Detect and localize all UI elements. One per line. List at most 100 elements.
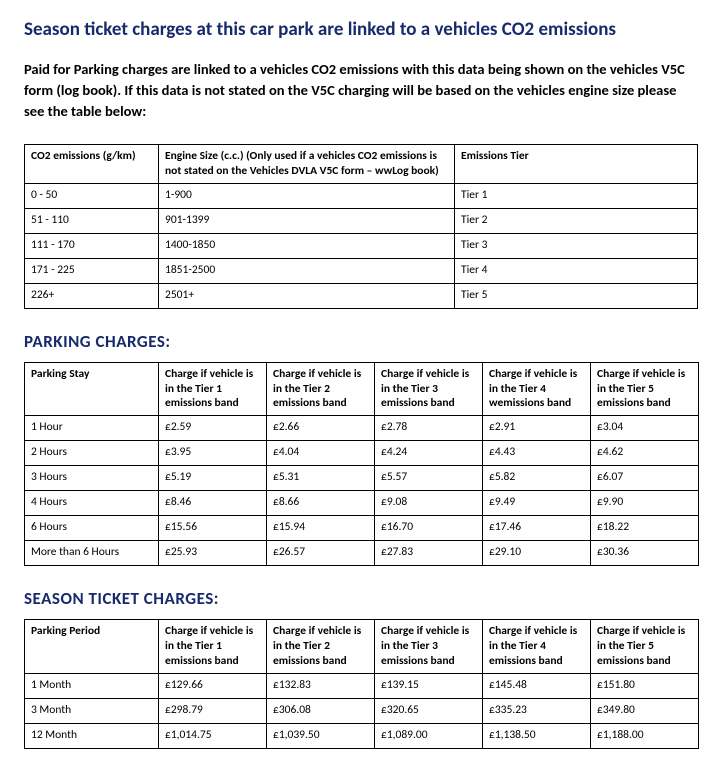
table-row: 226+2501+Tier 5 bbox=[25, 283, 698, 308]
table-cell: £8.66 bbox=[267, 491, 375, 516]
col-engine-size: Engine Size (c.c.) (Only used if a vehic… bbox=[159, 144, 455, 183]
table-cell: £139.15 bbox=[375, 674, 483, 699]
table-cell: 1 Month bbox=[25, 674, 159, 699]
intro-paragraph: Paid for Parking charges are linked to a… bbox=[24, 59, 698, 122]
table-row: 3 Month£298.79£306.08£320.65£335.23£349.… bbox=[25, 699, 699, 724]
table-cell: £1,089.00 bbox=[375, 724, 483, 749]
table-cell: Tier 4 bbox=[455, 258, 698, 283]
col-tier4: Charge if vehicle is in the Tier 4 emiss… bbox=[483, 620, 591, 674]
table-cell: 3 Hours bbox=[25, 466, 159, 491]
table-row: 3 Hours£5.19£5.31£5.57£5.82£6.07 bbox=[25, 466, 699, 491]
table-cell: More than 6 Hours bbox=[25, 541, 159, 566]
table-cell: 2501+ bbox=[159, 283, 455, 308]
table-cell: £129.66 bbox=[159, 674, 267, 699]
col-tier3: Charge if vehicle is in the Tier 3 emiss… bbox=[375, 362, 483, 416]
table-cell: £3.95 bbox=[159, 441, 267, 466]
table-cell: £2.91 bbox=[483, 416, 591, 441]
table-cell: £9.08 bbox=[375, 491, 483, 516]
table-cell: £2.59 bbox=[159, 416, 267, 441]
col-parking-stay: Parking Stay bbox=[25, 362, 159, 416]
table-cell: £1,039.50 bbox=[267, 724, 375, 749]
table-cell: 2 Hours bbox=[25, 441, 159, 466]
table-cell: £18.22 bbox=[591, 516, 699, 541]
col-tier1: Charge if vehicle is in the Tier 1 emiss… bbox=[159, 362, 267, 416]
table-cell: £298.79 bbox=[159, 699, 267, 724]
table-cell: £1,138.50 bbox=[483, 724, 591, 749]
table-cell: £8.46 bbox=[159, 491, 267, 516]
table-cell: £5.31 bbox=[267, 466, 375, 491]
table-cell: £335.23 bbox=[483, 699, 591, 724]
table-header-row: Parking Period Charge if vehicle is in t… bbox=[25, 620, 699, 674]
table-row: 51 - 110901-1399Tier 2 bbox=[25, 208, 698, 233]
parking-charges-table: Parking Stay Charge if vehicle is in the… bbox=[24, 362, 699, 567]
col-tier5: Charge if vehicle is in the Tier 5 emiss… bbox=[591, 362, 699, 416]
table-cell: 111 - 170 bbox=[25, 233, 159, 258]
table-cell: £9.49 bbox=[483, 491, 591, 516]
col-tier2: Charge if vehicle is in the Tier 2 emiss… bbox=[267, 362, 375, 416]
table-cell: £30.36 bbox=[591, 541, 699, 566]
col-tier3: Charge if vehicle is in the Tier 3 emiss… bbox=[375, 620, 483, 674]
col-emissions-tier: Emissions Tier bbox=[455, 144, 698, 183]
table-cell: £5.57 bbox=[375, 466, 483, 491]
table-cell: 1-900 bbox=[159, 183, 455, 208]
table-row: 1 Hour£2.59£2.66£2.78£2.91£3.04 bbox=[25, 416, 699, 441]
col-tier2: Charge if vehicle is in the Tier 2 emiss… bbox=[267, 620, 375, 674]
table-cell: £349.80 bbox=[591, 699, 699, 724]
table-cell: £6.07 bbox=[591, 466, 699, 491]
table-cell: £4.24 bbox=[375, 441, 483, 466]
table-row: 4 Hours£8.46£8.66£9.08£9.49£9.90 bbox=[25, 491, 699, 516]
table-row: 171 - 2251851-2500Tier 4 bbox=[25, 258, 698, 283]
table-row: More than 6 Hours£25.93£26.57£27.83£29.1… bbox=[25, 541, 699, 566]
table-cell: 226+ bbox=[25, 283, 159, 308]
table-cell: Tier 3 bbox=[455, 233, 698, 258]
table-cell: £27.83 bbox=[375, 541, 483, 566]
season-ticket-table: Parking Period Charge if vehicle is in t… bbox=[24, 619, 699, 749]
season-ticket-heading: SEASON TICKET CHARGES: bbox=[24, 588, 698, 609]
col-co2: CO2 emissions (g/km) bbox=[25, 144, 159, 183]
table-cell: £320.65 bbox=[375, 699, 483, 724]
table-cell: 1400-1850 bbox=[159, 233, 455, 258]
table-cell: Tier 2 bbox=[455, 208, 698, 233]
table-cell: £26.57 bbox=[267, 541, 375, 566]
table-cell: £4.43 bbox=[483, 441, 591, 466]
table-row: 6 Hours£15.56£15.94£16.70£17.46£18.22 bbox=[25, 516, 699, 541]
table-cell: 3 Month bbox=[25, 699, 159, 724]
table-cell: £15.94 bbox=[267, 516, 375, 541]
table-row: 2 Hours£3.95£4.04£4.24£4.43£4.62 bbox=[25, 441, 699, 466]
table-cell: 4 Hours bbox=[25, 491, 159, 516]
table-cell: Tier 1 bbox=[455, 183, 698, 208]
col-tier4: Charge if vehicle is in the Tier 4 wemis… bbox=[483, 362, 591, 416]
table-cell: £2.78 bbox=[375, 416, 483, 441]
table-cell: £29.10 bbox=[483, 541, 591, 566]
emissions-tier-table: CO2 emissions (g/km) Engine Size (c.c.) … bbox=[24, 144, 698, 309]
table-cell: £5.19 bbox=[159, 466, 267, 491]
table-cell: £4.04 bbox=[267, 441, 375, 466]
table-header-row: CO2 emissions (g/km) Engine Size (c.c.) … bbox=[25, 144, 698, 183]
table-header-row: Parking Stay Charge if vehicle is in the… bbox=[25, 362, 699, 416]
table-cell: £16.70 bbox=[375, 516, 483, 541]
table-cell: 1 Hour bbox=[25, 416, 159, 441]
table-cell: £145.48 bbox=[483, 674, 591, 699]
col-parking-period: Parking Period bbox=[25, 620, 159, 674]
parking-charges-heading: PARKING CHARGES: bbox=[24, 331, 698, 352]
table-cell: £2.66 bbox=[267, 416, 375, 441]
table-cell: 6 Hours bbox=[25, 516, 159, 541]
col-tier5: Charge if vehicle is in the Tier 5 emiss… bbox=[591, 620, 699, 674]
table-cell: 0 - 50 bbox=[25, 183, 159, 208]
table-cell: £1,188.00 bbox=[591, 724, 699, 749]
col-tier1: Charge if vehicle is in the Tier 1 emiss… bbox=[159, 620, 267, 674]
page-title: Season ticket charges at this car park a… bbox=[24, 18, 698, 43]
table-row: 1 Month£129.66£132.83£139.15£145.48£151.… bbox=[25, 674, 699, 699]
table-cell: £15.56 bbox=[159, 516, 267, 541]
table-row: 12 Month£1,014.75£1,039.50£1,089.00£1,13… bbox=[25, 724, 699, 749]
table-cell: £132.83 bbox=[267, 674, 375, 699]
table-row: 0 - 501-900Tier 1 bbox=[25, 183, 698, 208]
table-cell: £9.90 bbox=[591, 491, 699, 516]
table-cell: £3.04 bbox=[591, 416, 699, 441]
table-cell: 1851-2500 bbox=[159, 258, 455, 283]
table-cell: 12 Month bbox=[25, 724, 159, 749]
table-cell: £4.62 bbox=[591, 441, 699, 466]
table-cell: £25.93 bbox=[159, 541, 267, 566]
table-cell: £151.80 bbox=[591, 674, 699, 699]
table-cell: £17.46 bbox=[483, 516, 591, 541]
